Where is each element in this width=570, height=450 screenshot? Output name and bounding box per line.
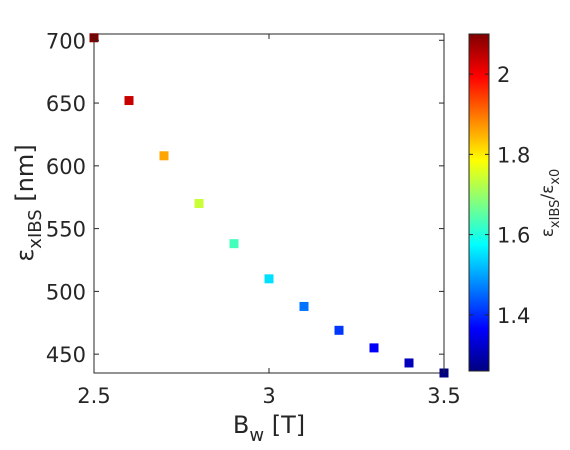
data-point-4	[194, 199, 204, 208]
colorbar	[468, 33, 490, 372]
y-tick-label: 650	[46, 92, 86, 116]
data-point-8	[334, 325, 344, 335]
x-tick-label: 3	[262, 384, 275, 408]
data-point-2	[124, 96, 134, 106]
data-point-10	[404, 358, 414, 368]
y-tick-label: 700	[46, 29, 86, 53]
data-point-3	[159, 151, 169, 161]
y-tick-label: 550	[46, 218, 86, 242]
x-axis-label: Bw [T]	[233, 411, 305, 446]
y-axis-ticks: 450 500 550 600 650 700	[46, 29, 444, 367]
data-point-7	[299, 301, 309, 311]
data-point-5	[229, 239, 239, 249]
data-point-9	[369, 343, 379, 353]
x-tick-label: 3.5	[427, 384, 460, 408]
y-tick-label: 600	[46, 155, 86, 179]
y-axis-label: εxIBS [nm]	[11, 144, 46, 261]
plot-area	[93, 33, 445, 374]
y-tick-label: 450	[46, 343, 86, 367]
colorbar-label: εxIBS/εx0	[538, 169, 563, 238]
y-tick-label: 500	[46, 280, 86, 304]
data-point-6	[264, 274, 274, 284]
colorbar-tick-label: 1.6	[497, 224, 530, 248]
x-axis-ticks: 2.5 3 3.5	[77, 34, 461, 408]
colorbar-ticks: 1.4 1.6 1.8 2	[469, 63, 530, 328]
colorbar-tick-label: 1.4	[497, 304, 530, 328]
colorbar-tick-label: 1.8	[497, 143, 530, 167]
colorbar-tick-label: 2	[497, 63, 510, 87]
x-tick-label: 2.5	[77, 384, 110, 408]
